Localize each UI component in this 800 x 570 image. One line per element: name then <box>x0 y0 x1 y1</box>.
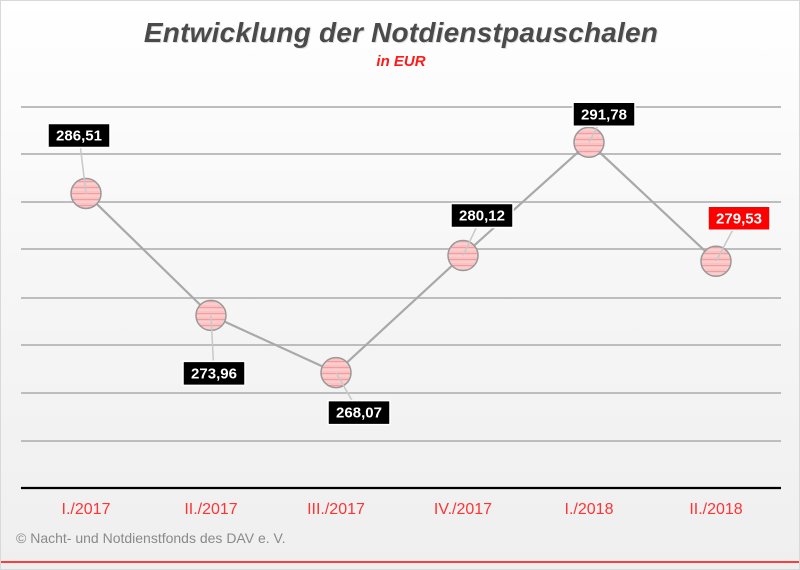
data-label-4: 291,78 <box>581 106 627 123</box>
data-label-3: 280,12 <box>459 208 505 225</box>
x-tick-label-3: IV./2017 <box>434 501 492 518</box>
series-line <box>84 141 718 374</box>
data-label-box-1 <box>182 360 246 387</box>
data-label-box-2 <box>327 399 391 426</box>
data-label-0: 286,51 <box>56 127 102 144</box>
x-tick-label-0: I./2017 <box>62 501 111 518</box>
data-label-1: 273,96 <box>191 365 237 382</box>
x-tick-label-4: I./2018 <box>565 501 614 518</box>
x-tick-label-2: III./2017 <box>307 501 365 518</box>
chart-title: Entwicklung der Notdienstpauschalen <box>143 17 659 48</box>
chart-subtitle: in EUR <box>376 53 426 70</box>
copyright-text: © Nacht- und Notdienstfonds des DAV e. V… <box>16 530 286 546</box>
x-tick-label-5: II./2018 <box>689 501 742 518</box>
data-point-iv-2017 <box>447 239 479 272</box>
data-label-5: 279,53 <box>716 210 762 227</box>
data-label-box-3 <box>450 202 514 229</box>
data-label-2: 268,07 <box>336 405 382 422</box>
x-tick-label-1: II./2017 <box>184 501 237 518</box>
data-label-box-0 <box>47 122 111 149</box>
footer-line <box>1 561 799 563</box>
data-label-box-4 <box>572 101 636 128</box>
data-label-box-5 <box>707 205 771 232</box>
